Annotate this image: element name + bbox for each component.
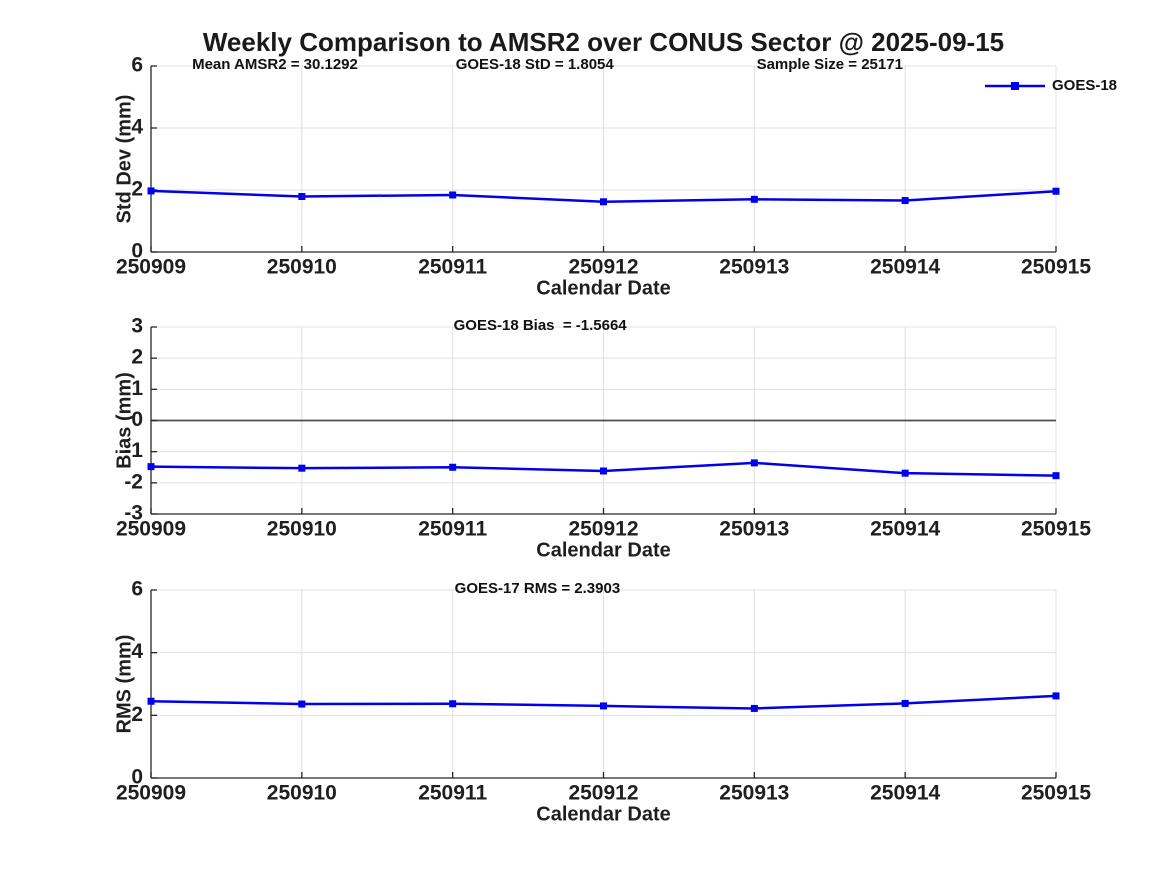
square-marker bbox=[147, 697, 155, 705]
x-tick-label: 250915 bbox=[1021, 518, 1091, 541]
tick-labels: 250909 250910 250911 250912 250913 250914 2509… bbox=[116, 315, 1091, 541]
subplot-rms: 250909 250910 250911 250912 250913 250914 2509… bbox=[113, 578, 1091, 826]
y-tick-label: -1 bbox=[124, 439, 143, 462]
y-tick-label: 2 bbox=[131, 178, 143, 201]
x-tick-label: 250912 bbox=[568, 782, 638, 805]
square-marker bbox=[600, 198, 607, 206]
series-goes-18 bbox=[147, 692, 1060, 712]
series-goes-18 bbox=[147, 187, 1060, 206]
x-tick-label: 250911 bbox=[418, 256, 487, 279]
square-marker bbox=[600, 467, 607, 475]
chart-title: Weekly Comparison to AMSR2 over CONUS Se… bbox=[202, 27, 1005, 57]
annotation-text: Mean AMSR2 = 30.1292 bbox=[192, 56, 358, 73]
square-marker bbox=[298, 700, 306, 708]
square-marker bbox=[147, 187, 155, 195]
series-goes-18 bbox=[147, 459, 1060, 480]
y-tick-label: 2 bbox=[131, 703, 143, 726]
x-tick-label: 250914 bbox=[870, 256, 940, 279]
y-tick-label: 0 bbox=[131, 408, 143, 431]
x-tick-label: 250909 bbox=[116, 782, 186, 805]
square-marker bbox=[298, 193, 306, 201]
y-tick-label: 0 bbox=[131, 766, 143, 789]
x-tick-label: 250915 bbox=[1021, 256, 1091, 279]
square-marker bbox=[901, 469, 909, 477]
square-marker bbox=[901, 699, 909, 707]
square-marker bbox=[750, 195, 758, 203]
square-marker bbox=[1052, 187, 1060, 195]
y-tick-label: 4 bbox=[131, 640, 143, 663]
x-tick-label: 250912 bbox=[568, 256, 638, 279]
x-axis-label: Calendar Date bbox=[536, 539, 671, 561]
y-tick-label: 1 bbox=[131, 377, 143, 400]
square-marker bbox=[750, 704, 758, 712]
x-tick-label: 250914 bbox=[870, 782, 940, 805]
x-axis-label: Calendar Date bbox=[536, 803, 671, 825]
x-tick-label: 250913 bbox=[719, 518, 789, 541]
y-axis-label: RMS (mm) bbox=[113, 635, 135, 734]
square-marker bbox=[750, 459, 758, 467]
tick-marks bbox=[150, 589, 1057, 779]
x-tick-label: 250915 bbox=[1021, 782, 1091, 805]
square-marker bbox=[901, 197, 909, 205]
square-marker bbox=[449, 191, 457, 199]
gridlines bbox=[150, 589, 1057, 778]
tick-labels: 250909 250910 250911 250912 250913 250914 2509… bbox=[116, 578, 1091, 805]
y-tick-label: 2 bbox=[131, 346, 143, 369]
square-marker bbox=[1052, 472, 1060, 480]
x-tick-label: 250909 bbox=[116, 256, 186, 279]
y-tick-label: -2 bbox=[124, 470, 143, 493]
gridlines bbox=[150, 65, 1057, 252]
annotation-text: GOES-18 Bias = -1.5664 bbox=[454, 317, 628, 334]
y-tick-label: -3 bbox=[124, 502, 143, 525]
x-tick-label: 250909 bbox=[116, 518, 186, 541]
x-tick-label: 250910 bbox=[267, 518, 337, 541]
subplot-std-dev: 250909 250910 250911 250912 250913 250914 2509… bbox=[113, 54, 1117, 300]
x-tick-label: 250911 bbox=[418, 782, 487, 805]
legend: GOES-18 bbox=[985, 77, 1117, 94]
square-marker bbox=[1052, 692, 1060, 700]
y-tick-label: 6 bbox=[131, 54, 143, 77]
tick-labels: 250909 250910 250911 250912 250913 250914 2509… bbox=[116, 54, 1091, 279]
square-marker bbox=[600, 702, 607, 710]
y-tick-label: 4 bbox=[131, 116, 143, 139]
square-marker bbox=[298, 464, 306, 472]
x-tick-label: 250910 bbox=[267, 256, 337, 279]
x-tick-label: 250911 bbox=[418, 518, 487, 541]
square-marker bbox=[449, 463, 457, 471]
square-marker bbox=[449, 700, 457, 708]
x-tick-label: 250912 bbox=[568, 518, 638, 541]
x-axis-label: Calendar Date bbox=[536, 277, 671, 299]
x-tick-label: 250914 bbox=[870, 518, 940, 541]
annotation-text: GOES-18 StD = 1.8054 bbox=[456, 56, 615, 73]
annotation-text: GOES-17 RMS = 2.3903 bbox=[455, 580, 621, 597]
y-tick-label: 3 bbox=[131, 315, 143, 338]
tick-marks bbox=[150, 326, 1057, 515]
y-axis-label: Bias (mm) bbox=[113, 372, 135, 469]
x-tick-label: 250910 bbox=[267, 782, 337, 805]
annotation-text: Sample Size = 25171 bbox=[757, 56, 903, 73]
legend-label: GOES-18 bbox=[1052, 77, 1117, 94]
legend-square-marker bbox=[1011, 82, 1019, 90]
square-marker bbox=[147, 463, 155, 471]
x-tick-label: 250913 bbox=[719, 782, 789, 805]
x-tick-label: 250913 bbox=[719, 256, 789, 279]
y-tick-label: 6 bbox=[131, 578, 143, 601]
y-tick-label: 0 bbox=[131, 240, 143, 263]
subplot-bias: 250909 250910 250911 250912 250913 250914 2509… bbox=[113, 315, 1091, 562]
y-axis-label: Std Dev (mm) bbox=[113, 95, 135, 224]
